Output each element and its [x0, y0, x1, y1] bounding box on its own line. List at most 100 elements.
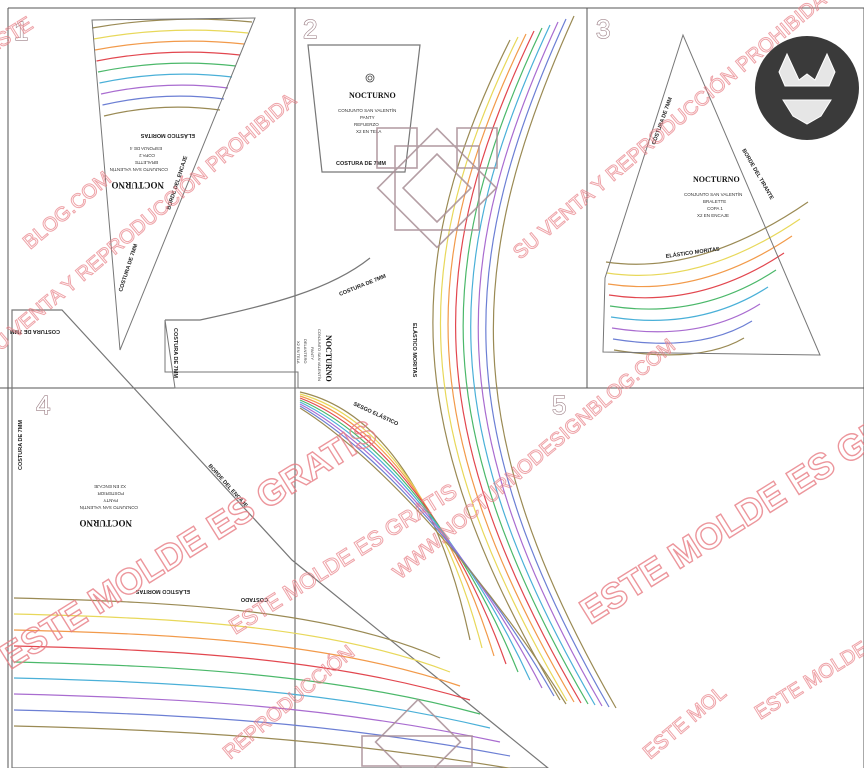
- piece-4-seam-label: COSTURA DE 7MM: [18, 420, 24, 470]
- piece-4-brand: NOCTURNO: [79, 518, 132, 528]
- piece-5-info-3: DELANTERO: [303, 339, 308, 363]
- piece-2-info-3: REFUERZO: [354, 122, 379, 127]
- piece-5-size-line: [462, 27, 589, 705]
- piece-5-bias-line: [299, 399, 519, 673]
- piece-3-size-lines: [605, 201, 809, 356]
- piece-5-side-seam-label: COSTURA DE 7MM: [339, 273, 388, 297]
- piece-1-info-2: BRALETTE: [135, 160, 158, 165]
- piece-1-size-line: [100, 84, 229, 95]
- piece-2-outline: [307, 44, 421, 173]
- piece-1-size-line: [102, 95, 225, 106]
- piece-5-brand: NOCTURNO: [324, 335, 333, 382]
- section-number-4: 4: [36, 390, 50, 420]
- lingerie-icon: [755, 36, 859, 140]
- piece-4-seam-top-label: COSTURA DE 7MM: [10, 328, 60, 334]
- piece-5-seam-label: COSTURA DE 7MM: [172, 328, 178, 378]
- piece-5-size-line: [477, 21, 603, 707]
- piece-5-elastic-label: ELÁSTICO MORITAS: [411, 323, 418, 378]
- piece-5-info-4: X2 EN TELA: [296, 341, 301, 364]
- piece-5-size-lines: [299, 15, 617, 709]
- piece-1-info-1: CONJUNTO SAN VALENTÍN: [110, 167, 168, 173]
- piece-3-size-line: [605, 201, 809, 265]
- piece-5-size-line: [447, 33, 575, 703]
- piece-4-elastic-label: ELÁSTICO MORITAS: [135, 588, 190, 595]
- piece-5-bias-line: [299, 407, 567, 705]
- piece-5-bias-line: [299, 395, 495, 657]
- piece-4-label-block: NOCTURNO CONJUNTO SAN VALENTÍN PANTY POS…: [79, 484, 138, 528]
- piece-3-brand: NOCTURNO: [693, 175, 740, 184]
- piece-4-outline: [11, 309, 549, 768]
- piece-5-size-line: [439, 36, 568, 702]
- section-number-5: 5: [552, 390, 566, 420]
- piece-1-size-line: [99, 73, 233, 84]
- piece-1-brand: NOCTURNO: [111, 180, 164, 190]
- piece-3-size-line: [610, 286, 769, 321]
- section-number-3: 3: [596, 14, 610, 44]
- piece-4-info-4: X2 EN ENCAJE: [94, 484, 126, 489]
- piece-1-info-3: COPA 2: [139, 153, 155, 158]
- piece-2-info-2: PANTY: [360, 115, 375, 120]
- piece-5-size-line: [470, 24, 596, 706]
- piece-2-seam-label: COSTURA DE 7MM: [336, 161, 386, 167]
- piece-4-size-line: [13, 661, 481, 715]
- piece-5-bias-line: [299, 401, 531, 681]
- piece-5-waist-outline: [164, 319, 299, 389]
- piece-3-size-line: [607, 235, 793, 288]
- piece-5-info-2: PANTY: [310, 347, 315, 360]
- piece-2-info-1: CONJUNTO SAN VALENTÍN: [338, 107, 396, 113]
- piece-5-size-line: [485, 18, 610, 708]
- piece-5-top-curve: [165, 257, 371, 321]
- diamond-logo-icon: [376, 127, 498, 249]
- piece-3-edge-label: BORDE DEL TIRANTE: [740, 148, 774, 201]
- piece-1-info-4: ESPONJA DE 4: [129, 146, 162, 151]
- piece-2-gusset: NOCTURNO CONJUNTO SAN VALENTÍN PANTY REF…: [307, 44, 421, 173]
- piece-3-size-line: [608, 252, 785, 299]
- piece-3-elastic-label: ELÁSTICO MORITAS: [665, 245, 720, 260]
- piece-5-bias-line: [299, 403, 543, 689]
- piece-4-size-line: [13, 629, 461, 687]
- piece-1-size-lines: [91, 18, 253, 117]
- piece-3-info-4: X2 EN ENCAJE: [697, 213, 729, 218]
- piece-1-size-line: [97, 62, 237, 73]
- watermark-fragment-5: ESTE MOL: [639, 682, 731, 764]
- piece-5-label-block: NOCTURNO CONJUNTO SAN VALENTÍN PANTY DEL…: [296, 329, 333, 382]
- page-grid: [0, 7, 864, 768]
- piece-4-size-line: [13, 613, 451, 673]
- piece-5-bias-line: [299, 391, 471, 641]
- piece-4-size-line: [13, 597, 441, 659]
- piece-4-size-line: [13, 693, 501, 743]
- piece-3-size-line: [612, 320, 753, 344]
- piece-5-size-line: [492, 15, 617, 709]
- watermark-big-2: ESTE MOLDE ES GRATIS: [573, 366, 864, 631]
- piece-4-info-2: PANTY: [103, 498, 118, 503]
- diamond-logo-icon-bottom: [361, 698, 473, 768]
- piece-1-size-line: [93, 29, 249, 40]
- piece-4-side-label: COSTADO: [240, 596, 268, 602]
- piece-4-info-1: CONJUNTO SAN VALENTÍN: [80, 505, 138, 511]
- watermark-fragment-1: ESTE MOLDE: [751, 637, 864, 724]
- piece-1-size-line: [96, 51, 241, 62]
- piece-1-elastic-label: ELÁSTICO MORITAS: [140, 132, 195, 139]
- watermark-fragment-3: BLOG.COM: [19, 168, 116, 254]
- piece-2-brand: NOCTURNO: [349, 91, 396, 100]
- piece-1-label-block: NOCTURNO CONJUNTO SAN VALENTÍN BRALETTE …: [110, 146, 168, 190]
- piece-1-size-line: [94, 40, 245, 51]
- piece-4-size-line: [13, 709, 511, 757]
- watermark-fragment-2: ESTE: [0, 13, 37, 59]
- watermark-site-1: WWW.NOCTURNODESIGNBLOG.COM: [389, 335, 680, 584]
- piece-1-size-line: [91, 18, 253, 29]
- piece-3-info-3: COPA 1: [707, 206, 723, 211]
- piece-5-size-line: [454, 30, 582, 704]
- piece-2-logo-icon: [365, 73, 375, 83]
- piece-4-size-line: [13, 677, 491, 729]
- piece-4-info-3: POSTERIOR: [97, 491, 124, 496]
- piece-5-bias-line: [299, 397, 507, 665]
- piece-3-info-1: CONJUNTO SAN VALENTÍN: [684, 191, 742, 197]
- piece-5-size-line: [432, 39, 561, 701]
- piece-3-info-2: BRALETTE: [703, 199, 726, 204]
- piece-5-info-1: CONJUNTO SAN VALENTÍN: [317, 329, 322, 381]
- section-number-2: 2: [303, 14, 317, 44]
- piece-3-size-line: [611, 303, 761, 333]
